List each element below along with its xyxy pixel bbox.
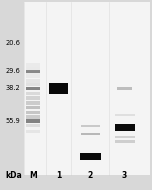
Bar: [117, 87, 132, 90]
Bar: [26, 96, 40, 100]
Bar: [26, 130, 40, 133]
Text: kDa: kDa: [5, 171, 22, 180]
Bar: [26, 106, 40, 109]
Bar: [115, 124, 135, 131]
Bar: [81, 125, 100, 127]
Bar: [115, 136, 135, 138]
Bar: [26, 101, 40, 105]
Bar: [26, 71, 40, 74]
Bar: [26, 63, 40, 66]
Text: 1: 1: [56, 171, 61, 180]
Bar: [26, 115, 40, 119]
Bar: [26, 92, 40, 95]
Text: 2: 2: [88, 171, 93, 180]
Text: 55.9: 55.9: [5, 118, 20, 124]
Text: 29.6: 29.6: [5, 68, 20, 74]
Text: 38.2: 38.2: [5, 85, 20, 91]
Text: 3: 3: [122, 171, 127, 180]
Bar: [26, 87, 40, 90]
Bar: [115, 114, 135, 116]
Bar: [26, 74, 40, 78]
Bar: [24, 2, 150, 175]
Bar: [26, 119, 40, 123]
Bar: [26, 111, 40, 114]
Bar: [26, 83, 40, 86]
Text: 20.6: 20.6: [5, 40, 20, 46]
Bar: [26, 119, 40, 123]
Bar: [81, 133, 100, 135]
Bar: [80, 153, 101, 160]
Bar: [26, 124, 40, 127]
Bar: [115, 140, 135, 143]
Bar: [26, 67, 40, 70]
Bar: [49, 83, 68, 93]
Bar: [26, 70, 40, 73]
Bar: [26, 79, 40, 83]
Bar: [26, 87, 40, 90]
Text: M: M: [29, 171, 36, 180]
